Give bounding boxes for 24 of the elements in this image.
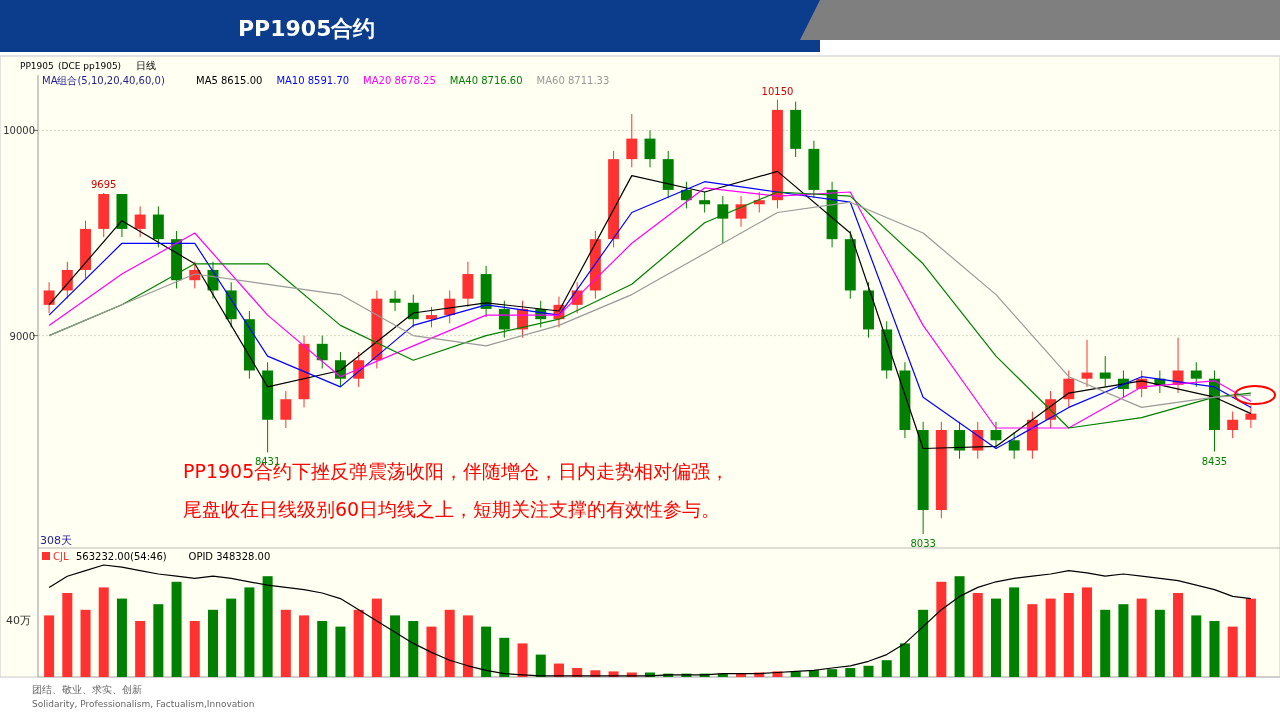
annotation: 308天 bbox=[40, 534, 72, 547]
text: 563232.00(54:46) bbox=[76, 551, 167, 562]
y-tick-label: 9000 bbox=[9, 330, 35, 342]
annotation: 尾盘收在日线级别60日均线之上，短期关注支撑的有效性参与。 bbox=[183, 498, 721, 520]
annotation: MA组合(5,10,20,40,60,0) bbox=[42, 75, 165, 86]
annotation: 8435 bbox=[1201, 455, 1228, 467]
annotation: 10150 bbox=[761, 85, 794, 97]
text: 团结、敬业、求实、创新 bbox=[32, 684, 142, 695]
text: (DCE pp1905) bbox=[58, 61, 122, 71]
annotation: 8033 bbox=[910, 538, 936, 550]
y-tick-label: 10000 bbox=[3, 125, 35, 137]
text: PP1905 bbox=[20, 61, 54, 71]
legend-label: CJL bbox=[53, 551, 69, 562]
chart-title: PP1905合约 bbox=[238, 16, 376, 41]
text: MA5 8615.00 bbox=[196, 75, 263, 86]
text: 日线 bbox=[136, 60, 156, 71]
text: MA10 8591.70 bbox=[276, 75, 350, 86]
text: MA20 8678.25 bbox=[363, 75, 436, 86]
text: MA60 8711.33 bbox=[536, 75, 610, 86]
text: MA40 8716.60 bbox=[449, 75, 523, 86]
annotation: 9695 bbox=[91, 178, 117, 190]
series-label: OPID 348328.00 bbox=[188, 551, 271, 562]
text: 40万 bbox=[6, 614, 31, 627]
text: Solidarity, Professionalism, Factualism,Innovation bbox=[32, 699, 255, 709]
